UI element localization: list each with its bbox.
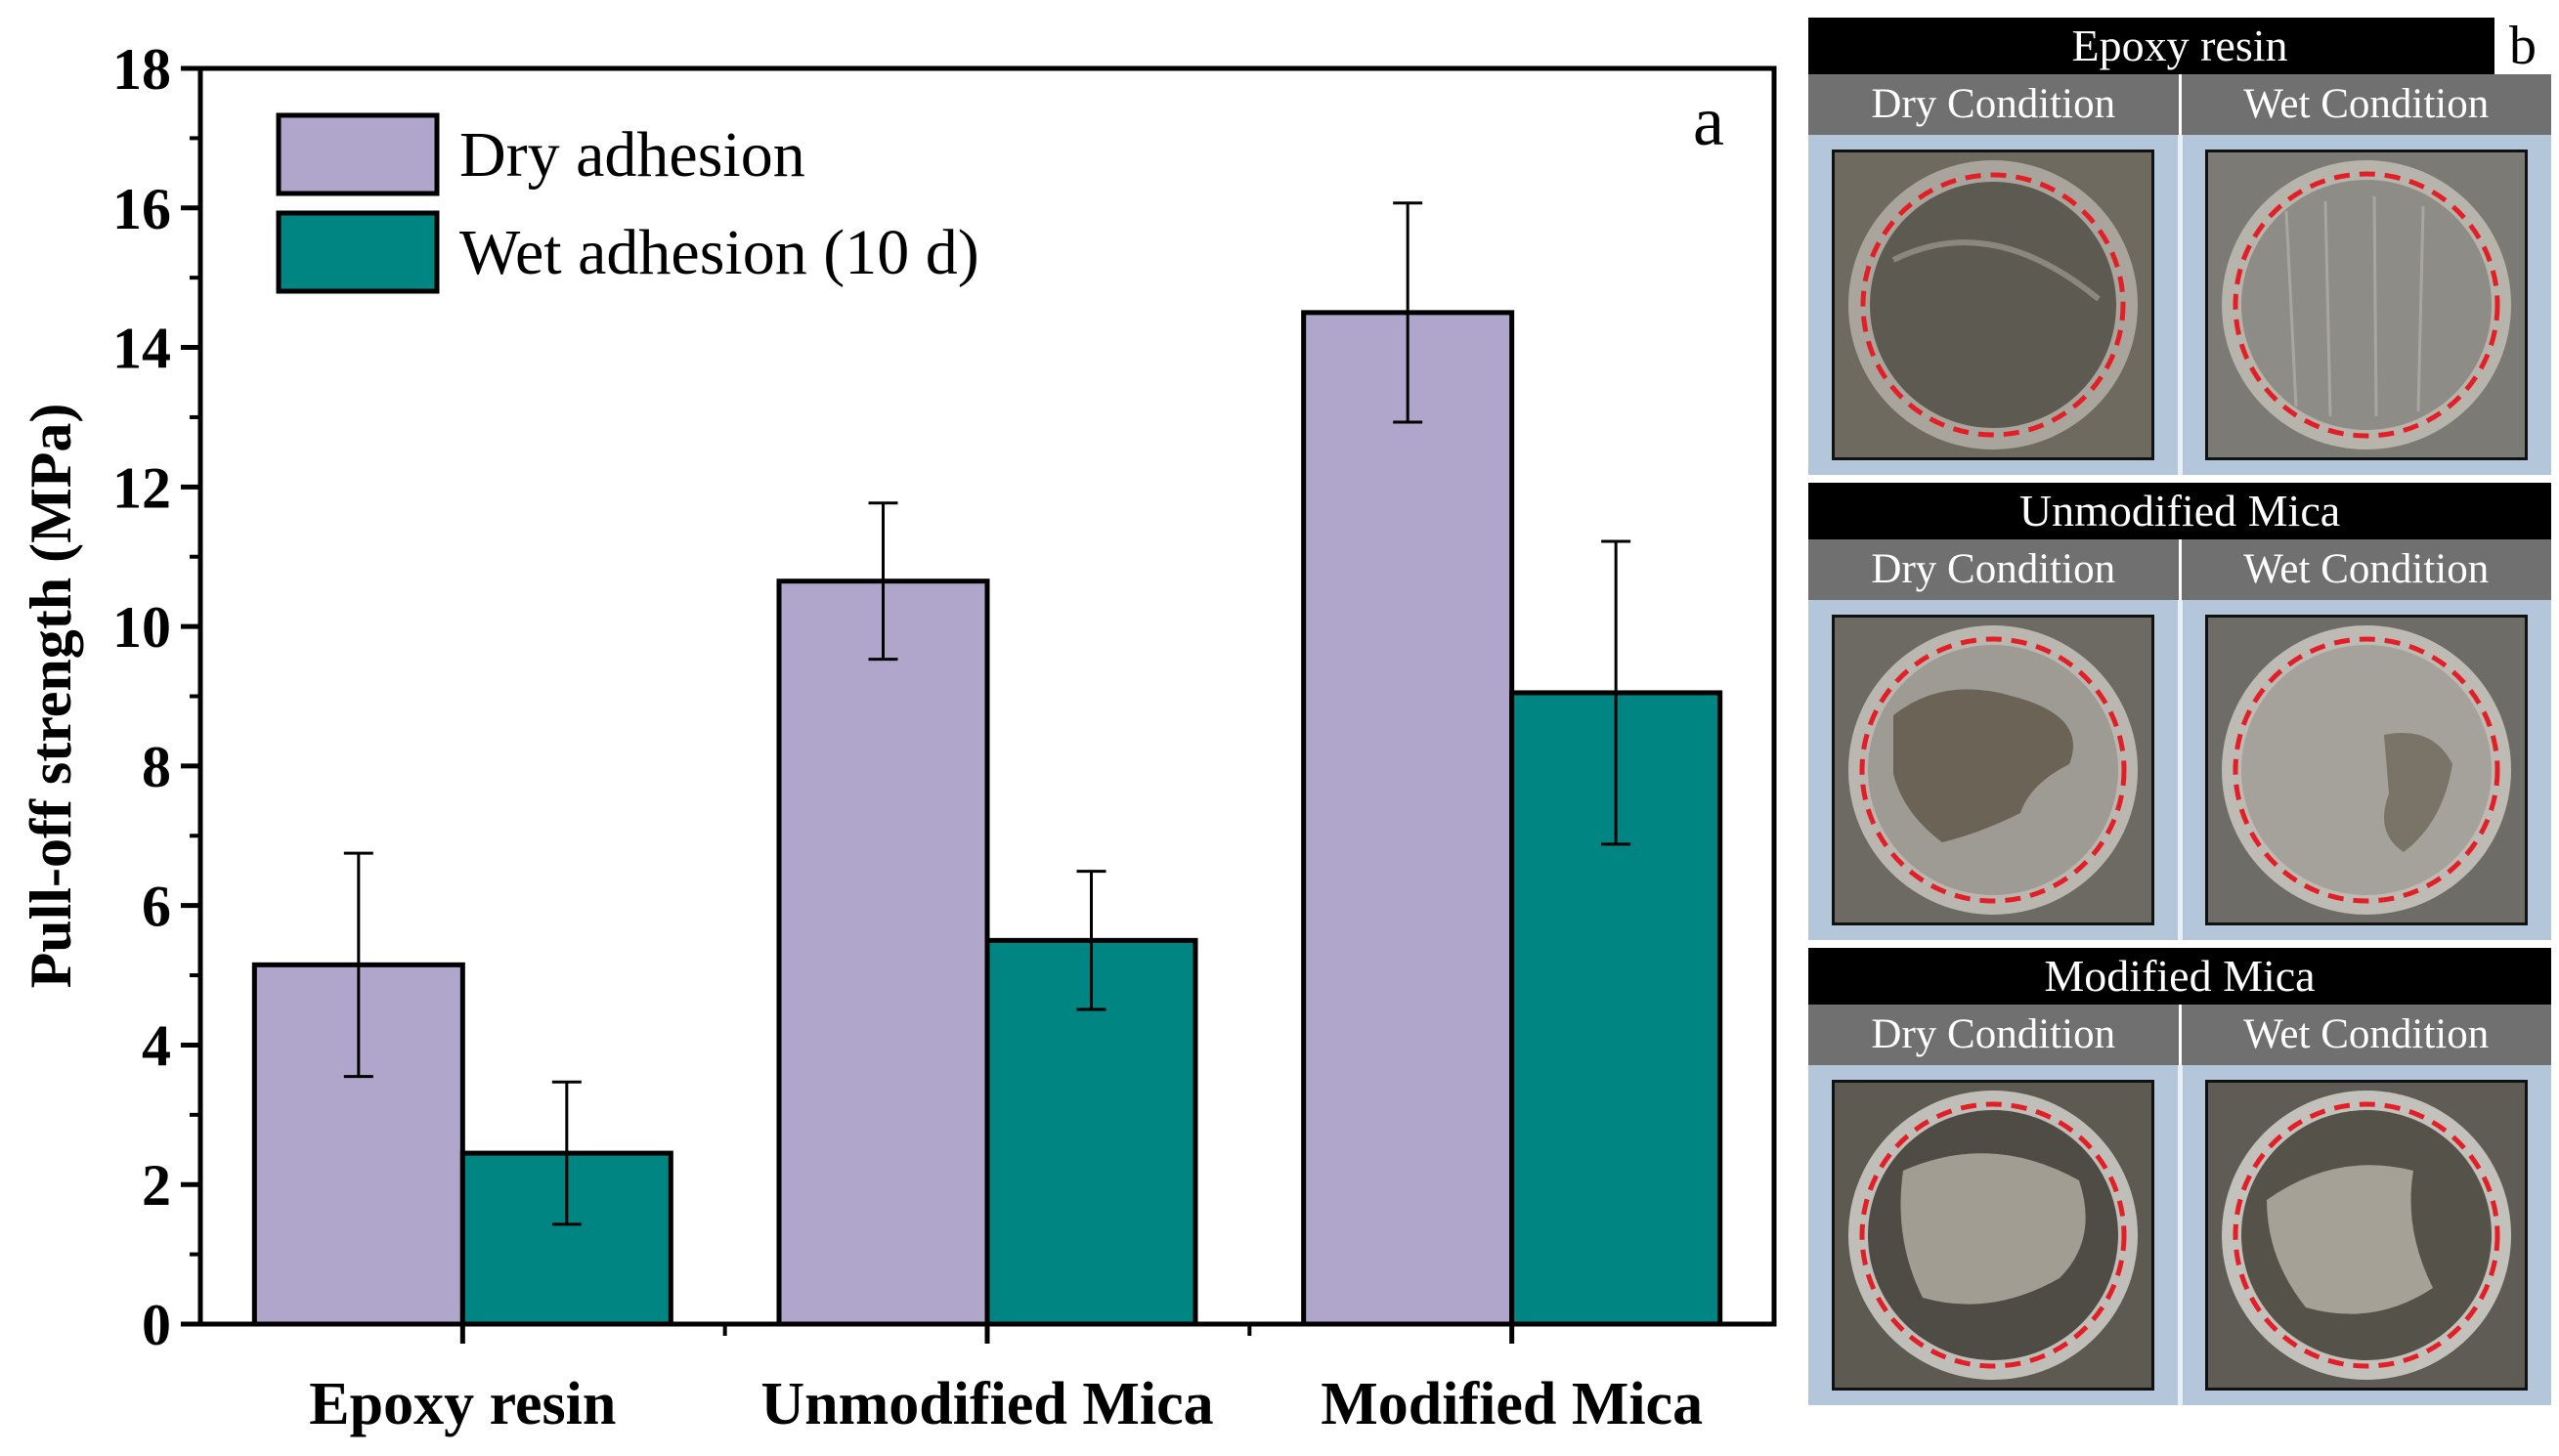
photo-group-modified: Modified Mica Dry Condition Wet Conditio… <box>1808 948 2551 1405</box>
y-tick-label: 0 <box>142 1293 171 1357</box>
group-title-unmodified: Unmodified Mica <box>1808 483 2551 539</box>
photo-row <box>1808 1065 2551 1405</box>
y-tick-label: 6 <box>142 875 171 939</box>
photo-modified-wet <box>2205 1080 2529 1391</box>
y-tick-label: 16 <box>112 177 171 241</box>
panel-label-b: b <box>2494 18 2551 74</box>
photo-group-unmodified: Unmodified Mica Dry Condition Wet Condit… <box>1808 483 2551 940</box>
y-axis: 0 2 4 6 8 10 12 14 16 18 <box>112 37 200 1357</box>
legend: Dry adhesion Wet adhesion (10 d) <box>276 112 979 294</box>
condition-row: Dry Condition Wet Condition <box>1808 1005 2551 1065</box>
dry-condition-label: Dry Condition <box>1808 74 2179 135</box>
x-tick-label: Epoxy resin <box>309 1371 616 1437</box>
x-tick-label: Modified Mica <box>1321 1371 1703 1437</box>
y-tick-label: 18 <box>112 37 171 102</box>
bars <box>251 310 1723 1327</box>
condition-row: Dry Condition Wet Condition <box>1808 74 2551 135</box>
x-axis: Epoxy resin Unmodified Mica Modified Mica <box>309 1324 1703 1437</box>
y-tick-label: 8 <box>142 735 171 799</box>
photo-panel-b: Epoxy resin Dry Condition Wet Condition <box>1808 18 2551 1405</box>
dry-condition-label: Dry Condition <box>1808 539 2179 600</box>
legend-label-wet: Wet adhesion (10 d) <box>459 217 979 288</box>
legend-swatch-dry <box>276 112 440 196</box>
y-axis-label: Pull-off strength (MPa) <box>19 404 83 989</box>
wet-condition-label: Wet Condition <box>2178 539 2551 600</box>
photo-unmodified-wet <box>2205 615 2529 925</box>
photo-row <box>1808 600 2551 940</box>
y-tick-label: 14 <box>112 317 171 381</box>
y-tick-label: 2 <box>142 1153 171 1218</box>
y-tick-label: 12 <box>112 455 171 520</box>
legend-swatch-wet <box>276 210 440 294</box>
y-tick-label: 10 <box>112 595 171 660</box>
x-tick-label: Unmodified Mica <box>760 1371 1213 1437</box>
panel-label-a: a <box>1693 82 1724 160</box>
condition-row: Dry Condition Wet Condition <box>1808 539 2551 600</box>
bar-chart: 0 2 4 6 8 10 12 14 16 18 Epoxy resin Unmodified Mi… <box>19 37 1777 1437</box>
photo-epoxy-wet <box>2205 150 2529 460</box>
wet-condition-label: Wet Condition <box>2178 74 2551 135</box>
bar-dry <box>776 578 990 1327</box>
photo-group-epoxy: Epoxy resin Dry Condition Wet Condition <box>1808 18 2551 475</box>
y-tick-label: 4 <box>142 1013 171 1078</box>
group-title-modified: Modified Mica <box>1808 948 2551 1005</box>
photo-row <box>1808 135 2551 475</box>
legend-label-dry: Dry adhesion <box>459 119 805 191</box>
error-bars <box>343 201 1631 1226</box>
wet-condition-label: Wet Condition <box>2178 1005 2551 1065</box>
bar-dry <box>1301 310 1515 1327</box>
photo-epoxy-dry <box>1831 150 2154 460</box>
dry-condition-label: Dry Condition <box>1808 1005 2179 1065</box>
group-title-epoxy: Epoxy resin <box>1808 18 2551 74</box>
photo-modified-dry <box>1831 1080 2154 1391</box>
photo-unmodified-dry <box>1831 615 2154 925</box>
